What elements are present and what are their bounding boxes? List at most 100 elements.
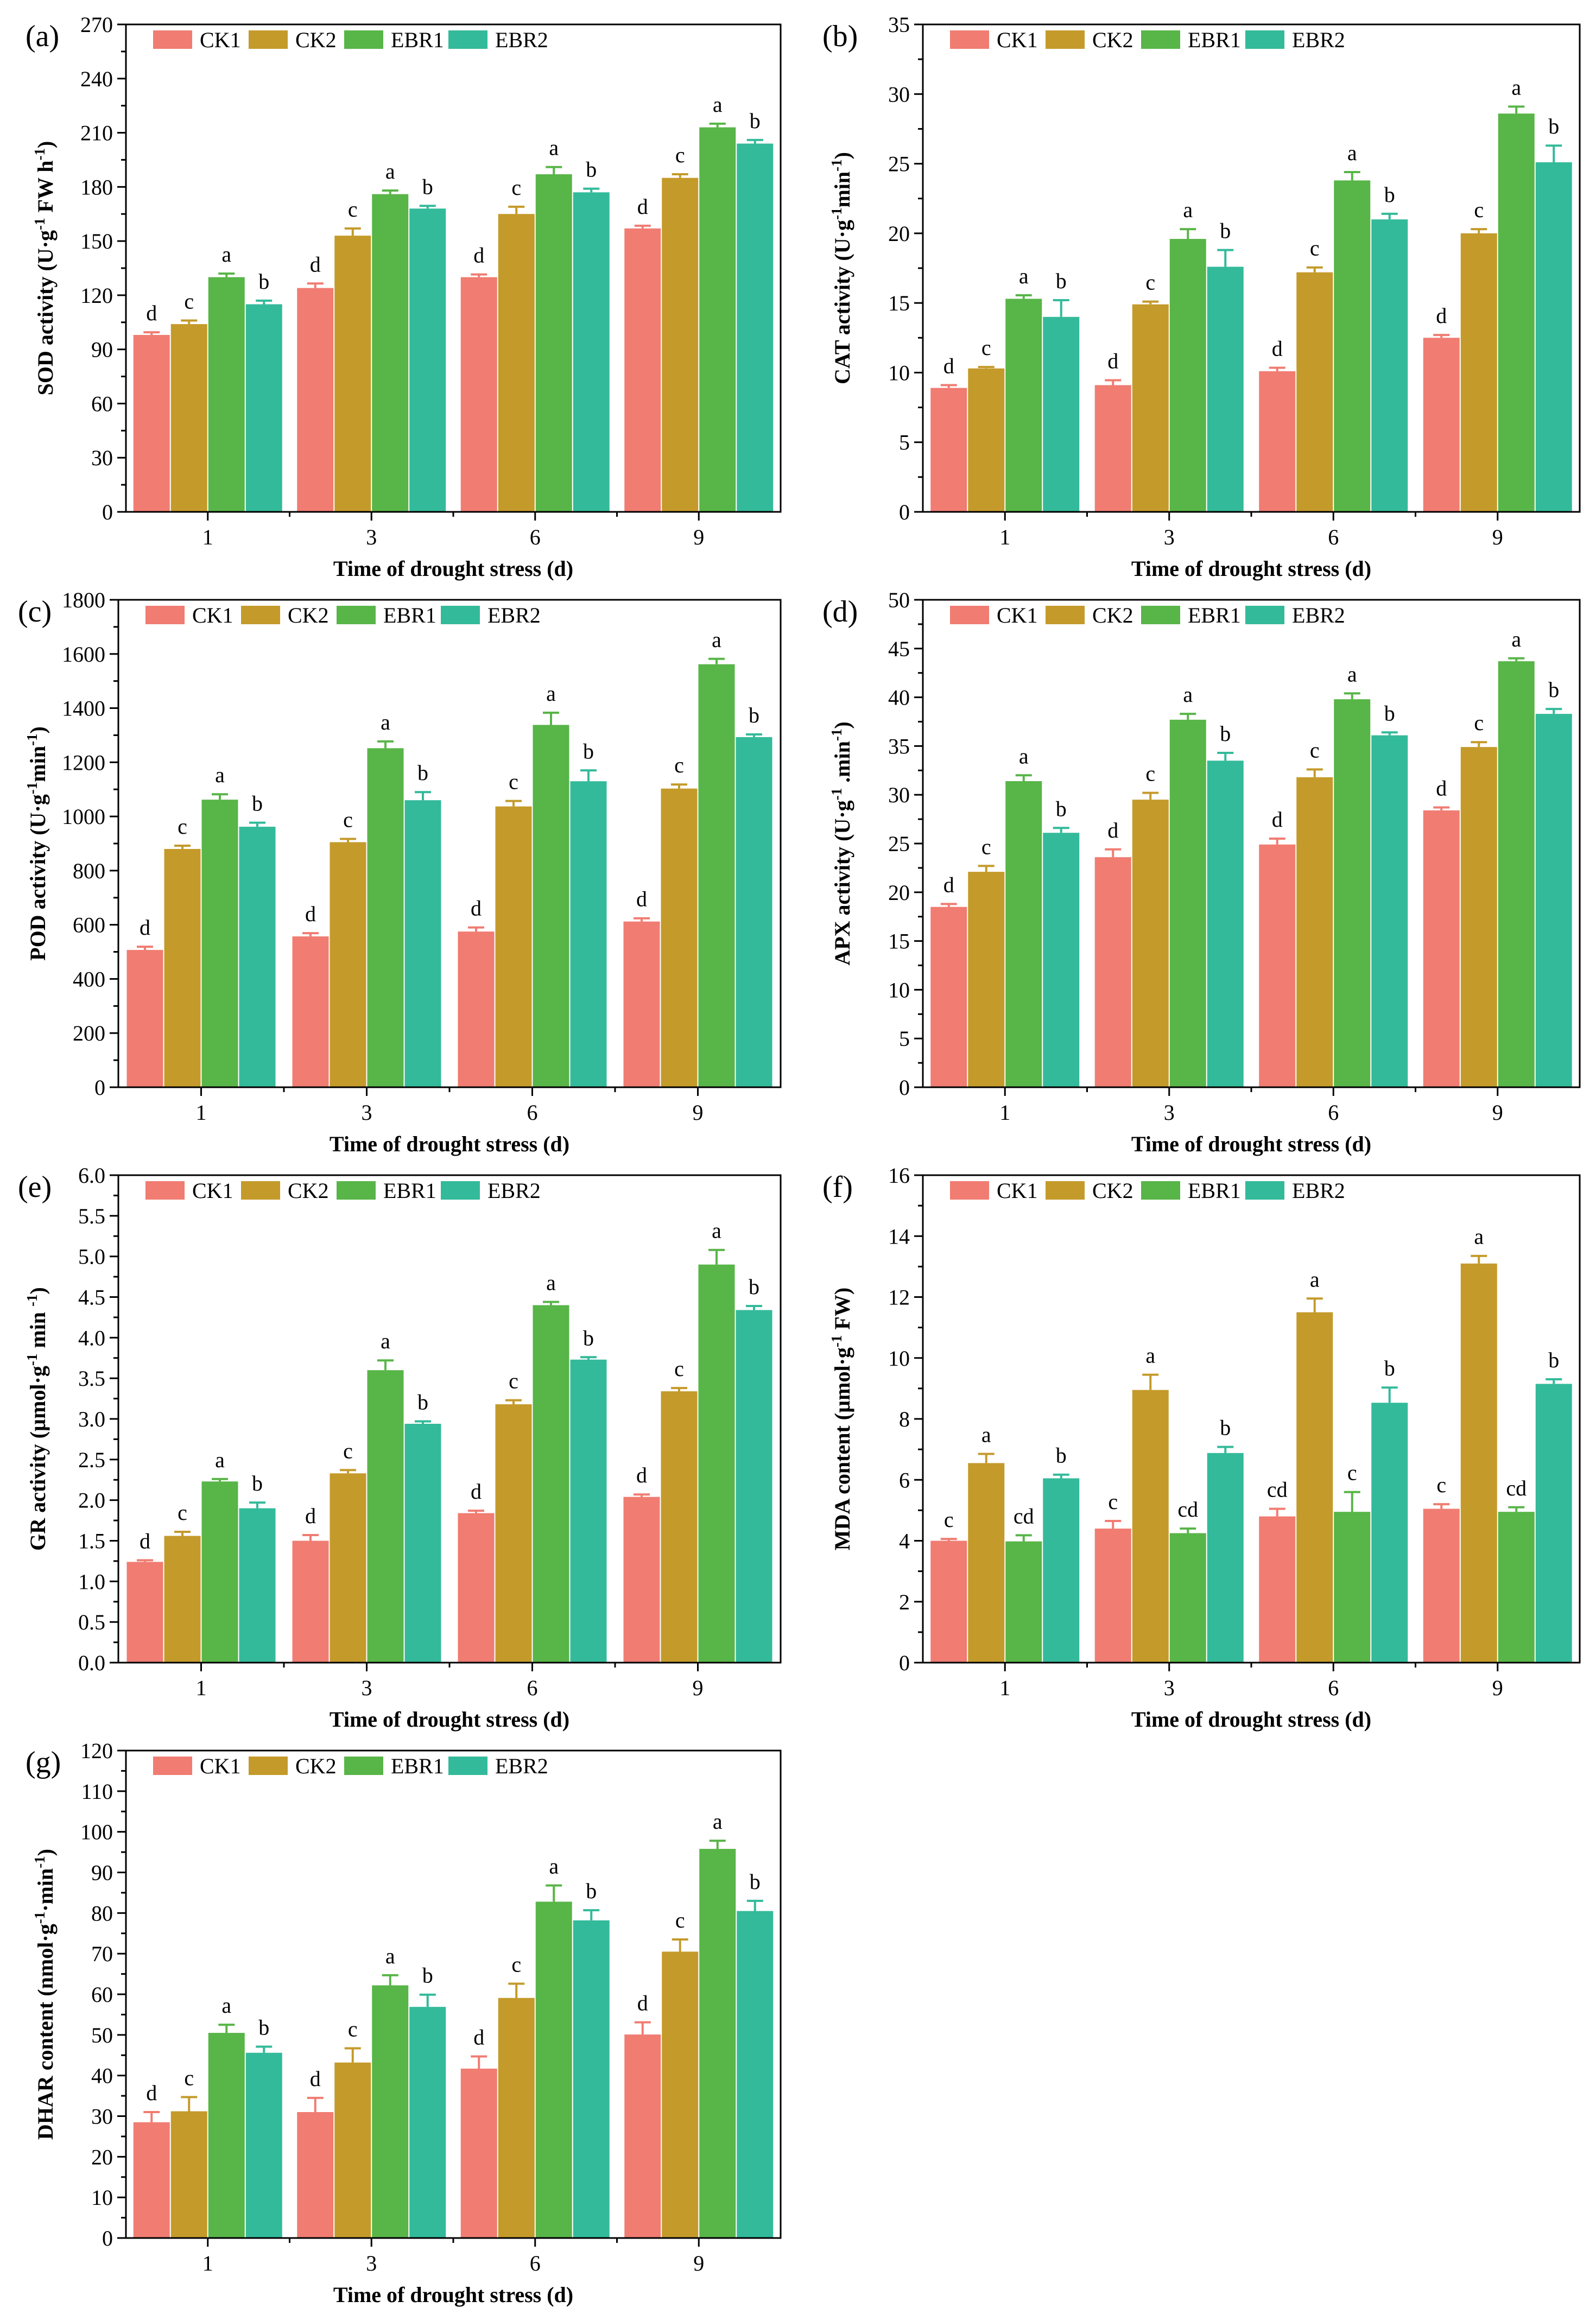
x-tick-label-c-9: 9 bbox=[693, 1100, 704, 1125]
x-tick-label-d-1: 1 bbox=[999, 1100, 1010, 1125]
bar-b-EBR1-3 bbox=[1169, 239, 1206, 512]
bar-c-CK1-6 bbox=[458, 931, 495, 1087]
x-tick-label-a-6: 6 bbox=[530, 525, 541, 549]
y-tick-label-d-40: 40 bbox=[888, 686, 910, 710]
sig-letter-f-EBR2-3: b bbox=[1220, 1416, 1231, 1440]
x-tick-label-g-3: 3 bbox=[366, 2251, 377, 2275]
y-axis-title-part-f-2: FW) bbox=[830, 1288, 854, 1335]
legend-label-a-EBR1: EBR1 bbox=[391, 28, 444, 52]
sig-letter-b-CK1-9: d bbox=[1436, 303, 1447, 328]
y-tick-label-e-3: 3.0 bbox=[78, 1407, 105, 1431]
bar-a-CK1-9 bbox=[624, 228, 661, 512]
sig-letter-g-EBR1-6: a bbox=[549, 1854, 559, 1878]
bar-f-CK1-6 bbox=[1259, 1516, 1296, 1663]
sig-letter-g-CK1-9: d bbox=[637, 1991, 648, 2015]
sig-letter-d-EBR1-3: a bbox=[1183, 682, 1193, 707]
sig-letter-d-CK1-3: d bbox=[1107, 818, 1118, 842]
sig-letter-c-EBR2-6: b bbox=[583, 739, 594, 763]
bar-d-EBR2-6 bbox=[1371, 735, 1408, 1087]
y-tick-label-c-200: 200 bbox=[73, 1021, 105, 1045]
x-tick-label-f-6: 6 bbox=[1328, 1676, 1339, 1700]
panel-label-d: (d) bbox=[822, 595, 858, 629]
y-tick-label-e-1: 1.0 bbox=[78, 1569, 105, 1594]
y-tick-label-g-110: 110 bbox=[81, 1779, 113, 1804]
y-axis-title-f: MDA content (µmol·g-1 FW) bbox=[828, 1288, 854, 1550]
bar-c-EBR1-6 bbox=[533, 725, 569, 1087]
y-axis-title-part-g-1: -1 bbox=[31, 1912, 48, 1924]
y-tick-label-a-120: 120 bbox=[80, 283, 113, 308]
y-tick-label-f-2: 2 bbox=[899, 1590, 910, 1614]
x-axis-title-c: Time of drought stress (d) bbox=[330, 1132, 569, 1156]
x-tick-label-e-3: 3 bbox=[362, 1676, 372, 1700]
legend-label-a-CK1: CK1 bbox=[200, 28, 241, 52]
sig-letter-d-CK1-9: d bbox=[1436, 776, 1447, 801]
legend-swatch-f-CK2 bbox=[1046, 1181, 1085, 1200]
legend-label-d-CK1: CK1 bbox=[997, 603, 1038, 627]
bar-a-CK2-1 bbox=[170, 324, 207, 512]
bar-g-CK2-9 bbox=[662, 1951, 699, 2238]
bar-d-EBR1-6 bbox=[1334, 699, 1371, 1087]
legend-swatch-a-EBR1 bbox=[344, 30, 383, 49]
sig-letter-e-EBR2-6: b bbox=[583, 1326, 594, 1350]
bar-d-EBR2-9 bbox=[1535, 714, 1572, 1087]
bar-d-CK1-3 bbox=[1094, 857, 1131, 1087]
x-tick-label-d-6: 6 bbox=[1328, 1100, 1339, 1125]
x-tick-label-d-3: 3 bbox=[1164, 1100, 1175, 1125]
bar-b-EBR2-9 bbox=[1535, 162, 1572, 512]
y-tick-label-b-10: 10 bbox=[888, 360, 910, 385]
y-tick-label-e-3.5: 3.5 bbox=[78, 1366, 105, 1391]
bar-e-CK1-1 bbox=[126, 1562, 163, 1663]
y-tick-label-a-180: 180 bbox=[80, 175, 113, 199]
y-tick-label-f-8: 8 bbox=[899, 1407, 910, 1431]
bar-g-CK1-3 bbox=[297, 2112, 334, 2238]
sig-letter-c-EBR2-9: b bbox=[749, 703, 759, 727]
y-tick-label-d-25: 25 bbox=[888, 832, 910, 856]
y-axis-title-part-d-3: -1 bbox=[828, 729, 845, 741]
bar-e-EBR1-1 bbox=[201, 1481, 238, 1663]
bar-c-CK1-9 bbox=[623, 921, 660, 1087]
legend-label-d-EBR1: EBR1 bbox=[1188, 603, 1241, 627]
bar-d-EBR1-9 bbox=[1498, 661, 1535, 1087]
sig-letter-f-EBR1-1: cd bbox=[1014, 1504, 1034, 1528]
bar-f-EBR2-9 bbox=[1535, 1384, 1572, 1663]
legend-label-g-EBR2: EBR2 bbox=[495, 1754, 548, 1778]
x-tick-label-c-6: 6 bbox=[527, 1100, 538, 1125]
bar-d-CK2-9 bbox=[1460, 747, 1497, 1087]
sig-letter-b-EBR1-9: a bbox=[1511, 75, 1521, 99]
legend-label-g-CK1: CK1 bbox=[200, 1754, 241, 1778]
panel-f: c c cd c a a a a cd cd c cd b b b b 0 2 4 6 8 10 12 14 16 1 3 6 9 Tim… bbox=[806, 1151, 1591, 1739]
legend-swatch-a-EBR2 bbox=[448, 30, 487, 49]
legend-label-c-EBR2: EBR2 bbox=[487, 603, 541, 627]
bar-c-CK2-3 bbox=[330, 842, 366, 1087]
chart-f: c c cd c a a a a cd cd c cd b b b b 0 2 4 6 8 10 12 14 16 1 3 6 9 Tim… bbox=[822, 1163, 1581, 1732]
bar-a-CK1-3 bbox=[297, 288, 334, 512]
sig-letter-b-EBR2-3: b bbox=[1220, 219, 1231, 243]
y-axis-title-part-c-0: POD activity (U·g bbox=[26, 794, 50, 961]
y-tick-label-e-4.5: 4.5 bbox=[78, 1285, 105, 1310]
x-axis-title-g: Time of drought stress (d) bbox=[333, 2283, 573, 2307]
bar-f-CK2-3 bbox=[1132, 1390, 1169, 1663]
sig-letter-d-EBR1-9: a bbox=[1511, 627, 1521, 651]
bar-a-EBR1-9 bbox=[699, 127, 736, 512]
sig-letter-a-EBR1-9: a bbox=[713, 92, 723, 117]
sig-letter-g-EBR1-3: a bbox=[385, 1944, 395, 1968]
y-axis-title-part-c-1: -1 bbox=[24, 782, 40, 795]
sig-letter-g-EBR2-1: b bbox=[258, 2015, 269, 2040]
bar-e-EBR2-9 bbox=[736, 1310, 772, 1663]
sig-letter-f-EBR1-3: cd bbox=[1177, 1497, 1198, 1521]
bar-d-EBR1-3 bbox=[1169, 719, 1206, 1087]
sig-letter-f-CK1-6: cd bbox=[1267, 1478, 1288, 1502]
sig-letter-c-CK1-6: d bbox=[471, 896, 482, 921]
y-tick-label-b-30: 30 bbox=[888, 82, 910, 106]
bar-a-EBR1-1 bbox=[208, 277, 245, 512]
bar-a-CK1-6 bbox=[460, 277, 497, 512]
sig-letter-d-CK2-3: c bbox=[1145, 762, 1155, 786]
bar-b-CK2-6 bbox=[1296, 272, 1333, 512]
sig-letter-b-EBR2-6: b bbox=[1384, 182, 1395, 207]
sig-letter-e-EBR1-3: a bbox=[381, 1329, 390, 1353]
sig-letter-g-CK1-1: d bbox=[146, 2081, 157, 2105]
y-axis-title-part-b-4: ) bbox=[830, 152, 854, 159]
y-tick-label-c-800: 800 bbox=[73, 859, 105, 883]
sig-letter-b-CK1-6: d bbox=[1272, 336, 1283, 360]
sig-letter-g-EBR2-9: b bbox=[750, 1869, 761, 1894]
